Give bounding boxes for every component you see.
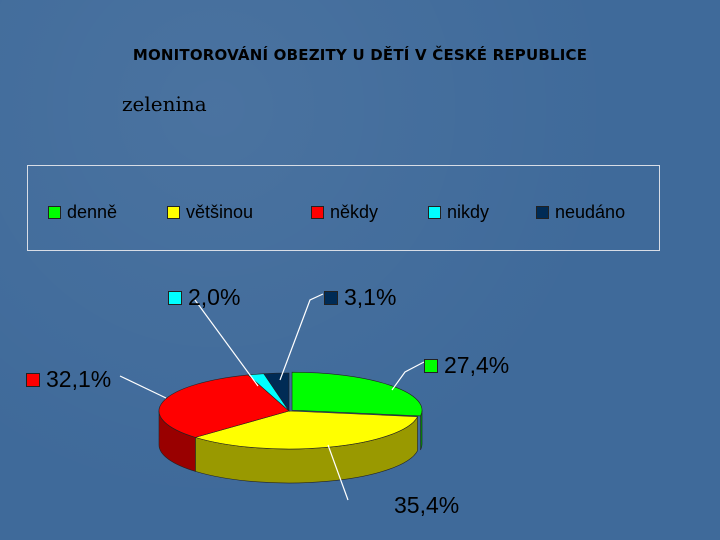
data-label-value: 3,1% (344, 284, 397, 310)
pie-slice-neudano (263, 372, 290, 412)
legend-swatch (167, 205, 180, 219)
data-label-value: 35,4% (394, 492, 460, 518)
label-swatch (324, 290, 338, 305)
label-swatch (424, 358, 438, 373)
leader-line-vetsinou (327, 444, 349, 501)
data-label-value: 32,1% (46, 366, 112, 392)
legend-label: nikdy (447, 201, 490, 222)
legend-item-vetsinou: většinou (167, 202, 253, 222)
legend-swatch (536, 205, 549, 219)
data-label-vetsinou: 35,4% (394, 492, 459, 519)
pie-slice-denne (291, 371, 423, 417)
label-swatch (168, 290, 182, 305)
leader-line-nekdy (119, 375, 167, 399)
label-swatch (26, 372, 40, 387)
data-label-value: 2,0% (188, 284, 241, 310)
legend-label: většinou (186, 201, 254, 222)
data-label-value: 27,4% (444, 352, 510, 378)
legend-swatch (428, 205, 441, 219)
legend-swatch (48, 205, 61, 219)
legend-label: neudáno (555, 201, 626, 222)
legend-label: někdy (330, 201, 379, 222)
legend-item-denne: denně (48, 202, 117, 222)
legend-item-nekdy: někdy (311, 202, 378, 222)
data-label-denne: 27,4% (424, 352, 509, 379)
data-label-nekdy: 32,1% (26, 366, 111, 393)
legend-item-neudano: neudáno (536, 202, 625, 222)
legend-swatch (311, 205, 324, 219)
leader-line-neudano (279, 293, 324, 381)
pie-side-denne (420, 410, 423, 451)
chart-legend: denně většinou někdy nikdy neudáno (27, 165, 660, 251)
leader-line-nikdy (194, 299, 259, 387)
legend-item-nikdy: nikdy (428, 202, 489, 222)
pie-slice-nekdy (158, 374, 290, 438)
data-label-neudano: 3,1% (324, 284, 396, 311)
slide-title: MONITOROVÁNÍ OBEZITY U DĚTÍ V ČESKÉ REPU… (132, 46, 588, 64)
slide-subtitle: zelenina (122, 92, 207, 116)
legend-label: denně (67, 201, 118, 222)
data-label-nikdy: 2,0% (168, 284, 240, 311)
leader-line-denne (391, 361, 425, 391)
